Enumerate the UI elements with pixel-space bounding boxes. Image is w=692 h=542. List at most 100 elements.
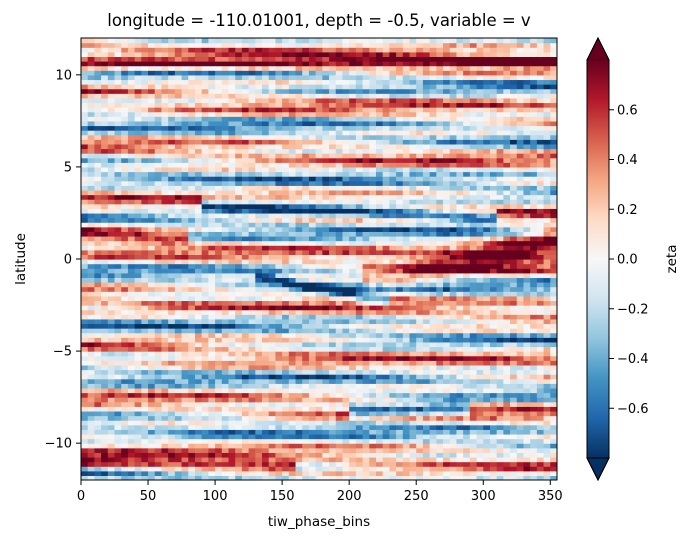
heatmap-cell	[134, 466, 142, 472]
heatmap-cell	[235, 38, 243, 44]
heatmap-cell	[396, 424, 404, 430]
heatmap-cell	[114, 383, 122, 389]
heatmap-cell	[282, 470, 290, 476]
heatmap-cell	[228, 263, 236, 269]
heatmap-cell	[148, 171, 156, 177]
heatmap-cell	[355, 171, 364, 177]
heatmap-cell	[329, 120, 337, 127]
heatmap-cell	[188, 286, 196, 292]
heatmap-cell	[101, 295, 109, 302]
heatmap-cell	[342, 397, 350, 403]
heatmap-cell	[349, 199, 357, 205]
heatmap-cell	[288, 185, 297, 191]
heatmap-cell	[228, 148, 236, 154]
heatmap-cell	[255, 447, 263, 453]
heatmap-cell	[248, 401, 256, 407]
heatmap-cell	[389, 51, 397, 58]
heatmap-cell	[409, 360, 417, 366]
heatmap-cell	[335, 93, 344, 99]
heatmap-cell	[107, 456, 116, 463]
heatmap-cell	[275, 332, 283, 338]
heatmap-cell	[389, 56, 397, 62]
heatmap-cell	[315, 332, 323, 338]
heatmap-cell	[275, 254, 283, 260]
heatmap-cell	[302, 475, 310, 480]
heatmap-cell	[201, 217, 209, 223]
heatmap-cell	[208, 231, 216, 237]
heatmap-cell	[154, 351, 163, 357]
heatmap-cell	[248, 240, 256, 246]
heatmap-cell	[181, 171, 189, 177]
heatmap-cell	[81, 268, 89, 274]
heatmap-cell	[349, 291, 357, 297]
heatmap-cell	[255, 387, 263, 394]
heatmap-cell	[329, 277, 337, 283]
heatmap-cell	[208, 360, 216, 366]
heatmap-cell	[194, 125, 203, 131]
heatmap-cell	[161, 291, 169, 297]
heatmap-cell	[342, 383, 350, 389]
heatmap-cell	[248, 263, 256, 269]
heatmap-cell	[114, 424, 122, 430]
heatmap-cell	[375, 134, 384, 140]
heatmap-cell	[121, 392, 129, 398]
heatmap-cell	[262, 263, 270, 269]
heatmap-cell	[329, 286, 337, 292]
heatmap-cell	[302, 470, 310, 476]
heatmap-cell	[402, 107, 411, 113]
heatmap-cell	[101, 401, 109, 407]
heatmap-cell	[322, 231, 330, 237]
heatmap-cell	[208, 420, 216, 426]
heatmap-cell	[262, 305, 270, 311]
heatmap-cell	[81, 387, 89, 394]
heatmap-cell	[81, 231, 89, 237]
heatmap-cell	[409, 291, 417, 297]
heatmap-cell	[315, 461, 323, 467]
heatmap-cell	[221, 461, 230, 467]
heatmap-cell	[315, 263, 323, 269]
heatmap-cell	[409, 111, 417, 117]
heatmap-cell	[275, 410, 283, 417]
heatmap-cell	[416, 420, 424, 426]
heatmap-cell	[422, 263, 431, 269]
heatmap-cell	[422, 452, 431, 458]
heatmap-cell	[268, 355, 277, 361]
heatmap-cell	[248, 259, 256, 265]
heatmap-cell	[409, 93, 417, 99]
heatmap-cell	[201, 332, 209, 338]
heatmap-cell	[396, 139, 404, 145]
heatmap-cell	[121, 291, 129, 297]
heatmap-cell	[101, 305, 109, 311]
heatmap-cell	[241, 42, 250, 48]
heatmap-cell	[322, 107, 330, 113]
heatmap-cell	[329, 466, 337, 472]
heatmap-cell	[94, 65, 102, 71]
heatmap-cell	[121, 438, 129, 444]
heatmap-cell	[422, 111, 431, 117]
heatmap-cell	[268, 341, 277, 348]
heatmap-cell	[389, 79, 397, 85]
heatmap-cell	[302, 56, 310, 62]
heatmap-cell	[81, 461, 89, 467]
heatmap-cell	[369, 332, 377, 338]
heatmap-cell	[402, 254, 411, 260]
heatmap-cell	[409, 74, 417, 81]
heatmap-cell	[275, 143, 283, 150]
heatmap-cell	[194, 300, 203, 306]
heatmap-cell	[134, 65, 142, 71]
heatmap-cell	[396, 277, 404, 283]
heatmap-cell	[134, 185, 142, 191]
heatmap-cell	[369, 166, 377, 173]
heatmap-cell	[422, 286, 431, 292]
heatmap-cell	[409, 268, 417, 274]
heatmap-cell	[255, 268, 263, 274]
heatmap-cell	[228, 300, 236, 306]
heatmap-cell	[148, 456, 156, 463]
heatmap-cell	[107, 337, 116, 343]
heatmap-cell	[362, 443, 370, 449]
heatmap-cell	[208, 429, 216, 435]
heatmap-cell	[121, 226, 129, 232]
heatmap-cell	[221, 254, 230, 260]
heatmap-cell	[409, 337, 417, 343]
heatmap-cell	[107, 56, 116, 62]
